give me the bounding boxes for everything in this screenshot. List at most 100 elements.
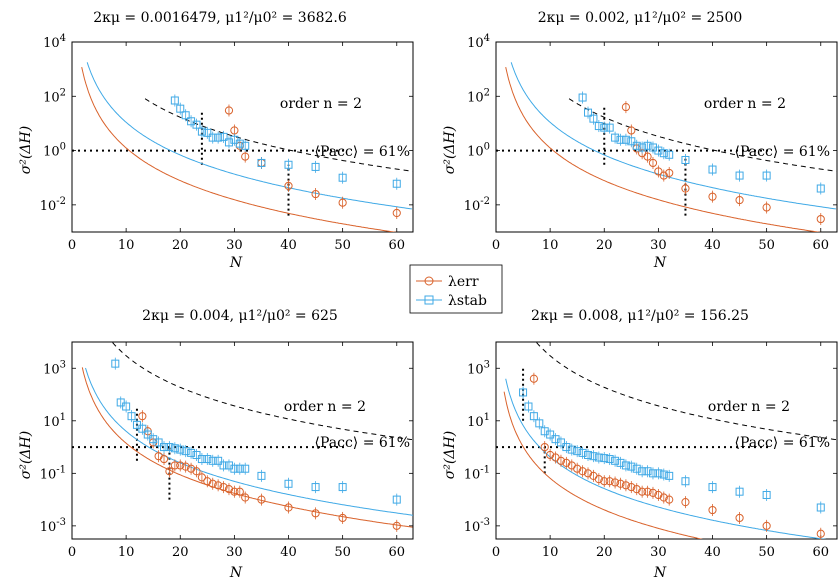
y-tick-label: 102 bbox=[467, 87, 490, 105]
err-point bbox=[708, 192, 717, 201]
stab-point bbox=[578, 93, 587, 102]
panel-bottom-right: 2κμ = 0.008, μ1²/μ0² = 156.25 0 10 20 30 40 5… bbox=[442, 308, 838, 581]
y-tick-label: 10-2 bbox=[40, 196, 66, 214]
stab-point bbox=[219, 461, 228, 470]
err-point bbox=[224, 485, 234, 494]
stab-point bbox=[203, 455, 212, 464]
stab-point bbox=[578, 448, 587, 457]
err-point bbox=[392, 521, 401, 530]
stab-point bbox=[594, 122, 603, 131]
x-tick-label: 60 bbox=[812, 238, 829, 253]
stab-point bbox=[654, 146, 663, 155]
err-point bbox=[241, 493, 250, 502]
stab-point bbox=[257, 471, 266, 480]
stab-point bbox=[584, 108, 593, 117]
fit-curve bbox=[510, 62, 836, 210]
err-point bbox=[762, 521, 771, 530]
stab-point bbox=[235, 139, 244, 148]
y-tick-label: 10-2 bbox=[464, 196, 490, 214]
err-point bbox=[665, 168, 674, 178]
stab-point bbox=[735, 487, 744, 496]
err-point bbox=[546, 450, 555, 460]
order-curve bbox=[144, 98, 413, 172]
err-point bbox=[186, 464, 196, 473]
pacc-annotation: ⟨Pacc⟩ = 61% bbox=[315, 144, 411, 160]
x-tick-label: 0 bbox=[68, 238, 76, 253]
stab-point bbox=[170, 444, 179, 453]
err-point bbox=[654, 490, 663, 500]
err-point bbox=[681, 184, 690, 193]
stab-point bbox=[659, 470, 668, 479]
x-tick-label: 50 bbox=[758, 545, 775, 560]
plot-frame bbox=[71, 341, 414, 540]
order-annotation: order n = 2 bbox=[284, 399, 366, 415]
panel-top-right: 2κμ = 0.002, μ1²/μ0² = 2500 0 10 20 30 40 50 6… bbox=[442, 10, 838, 271]
err-point bbox=[224, 106, 234, 115]
x-tick-label: 30 bbox=[226, 238, 243, 253]
stab-point bbox=[208, 133, 217, 142]
stab-point bbox=[519, 388, 528, 397]
err-point bbox=[338, 198, 347, 207]
x-tick-label: 50 bbox=[334, 545, 351, 560]
stab-point bbox=[392, 495, 401, 504]
stab-point bbox=[230, 464, 239, 473]
y-axis-label: σ²(ΔH) bbox=[18, 431, 34, 479]
legend-err-marker bbox=[424, 276, 434, 286]
order-annotation: order n = 2 bbox=[708, 399, 790, 415]
stab-point bbox=[208, 456, 217, 465]
legend-box bbox=[409, 264, 503, 314]
stab-point bbox=[627, 462, 636, 471]
err-point bbox=[632, 485, 641, 494]
fit-curve bbox=[81, 367, 413, 528]
panel-bottom-left: 2κμ = 0.004, μ1²/μ0² = 625 0 10 20 30 40 50 60… bbox=[18, 308, 414, 581]
stab-point bbox=[338, 483, 347, 492]
chart-title: 2κμ = 0.002, μ1²/μ0² = 2500 bbox=[538, 10, 743, 26]
stab-point bbox=[632, 141, 641, 150]
err-point bbox=[230, 487, 239, 496]
x-tick-label: 60 bbox=[812, 545, 829, 560]
err-point bbox=[235, 487, 244, 496]
err-point bbox=[257, 495, 266, 504]
err-point bbox=[138, 412, 147, 421]
stab-point bbox=[611, 456, 620, 465]
stab-point bbox=[122, 402, 131, 411]
err-point bbox=[708, 505, 717, 515]
stab-point bbox=[611, 133, 620, 142]
stab-point bbox=[816, 503, 825, 512]
plot-frame bbox=[71, 41, 414, 233]
err-point bbox=[241, 152, 250, 161]
fit-curve bbox=[81, 66, 398, 232]
stab-point bbox=[573, 447, 582, 456]
err-point bbox=[659, 493, 668, 502]
order-annotation: order n = 2 bbox=[704, 96, 786, 112]
order-curve bbox=[112, 342, 413, 441]
y-tick-label: 102 bbox=[43, 87, 66, 105]
stab-point bbox=[197, 127, 206, 136]
stab-point bbox=[160, 443, 169, 452]
stab-point bbox=[197, 455, 206, 464]
legend-err-label: λerr bbox=[448, 274, 479, 290]
legend-stab-label: λstab bbox=[448, 293, 487, 309]
stab-point bbox=[165, 443, 174, 452]
stab-point bbox=[111, 359, 120, 368]
stab-point bbox=[643, 141, 652, 150]
y-axis-label: σ²(ΔH) bbox=[18, 126, 34, 174]
err-point bbox=[627, 482, 636, 492]
y-axis-label: σ²(ΔH) bbox=[442, 431, 458, 479]
stab-point bbox=[616, 135, 625, 144]
stab-point bbox=[127, 412, 136, 421]
stab-point bbox=[681, 477, 690, 486]
stab-point bbox=[154, 438, 163, 447]
stab-point bbox=[529, 412, 538, 421]
err-point bbox=[610, 478, 620, 487]
x-axis-label: N bbox=[653, 565, 667, 581]
err-point bbox=[338, 513, 347, 523]
err-point bbox=[627, 126, 636, 135]
fit-curve bbox=[503, 391, 704, 539]
x-tick-label: 10 bbox=[118, 238, 135, 253]
stab-point bbox=[219, 132, 228, 141]
y-tick-label: 101 bbox=[43, 412, 66, 430]
stab-point bbox=[338, 173, 347, 182]
x-tick-label: 0 bbox=[68, 545, 76, 560]
